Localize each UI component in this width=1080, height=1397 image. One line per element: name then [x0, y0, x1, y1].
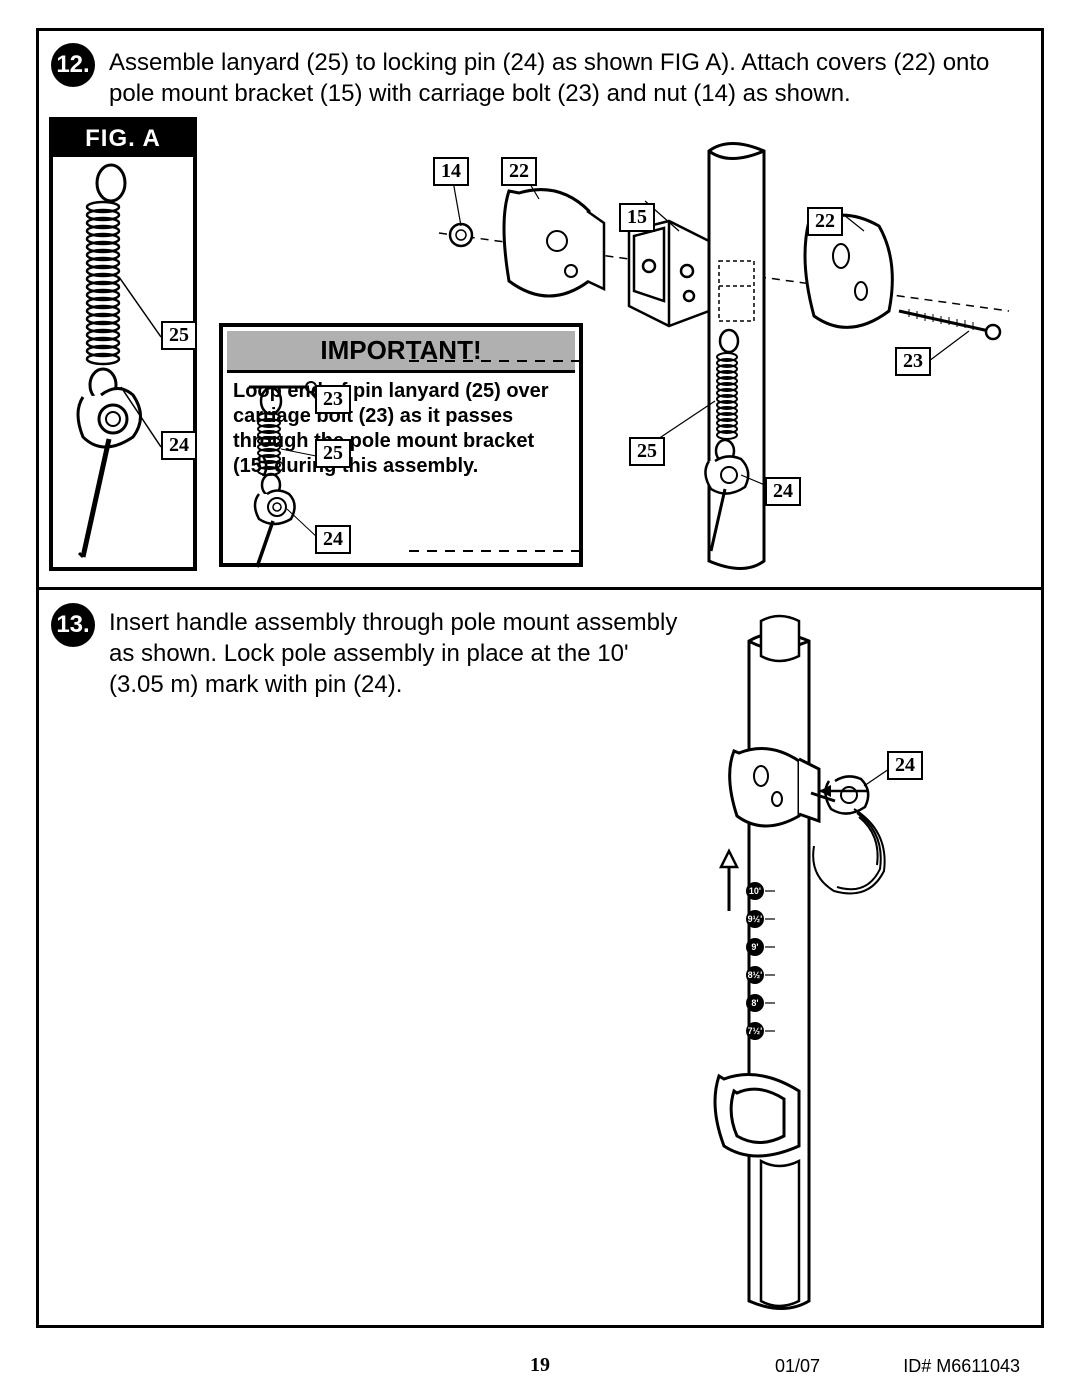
- step-12-text: Assemble lanyard (25) to locking pin (24…: [109, 47, 1029, 109]
- step-12-number: 12.: [56, 51, 89, 79]
- fig-a-illustration: [53, 157, 193, 567]
- step13-illustration: 10' 9½' 9' 8½' 8' 7½': [659, 601, 1039, 1321]
- label-24: 24: [765, 477, 801, 506]
- important-label-25: 25: [315, 439, 351, 468]
- label-22a: 22: [501, 157, 537, 186]
- svg-text:8½': 8½': [748, 970, 763, 980]
- label-23: 23: [895, 347, 931, 376]
- step-12-number-circle: 12.: [51, 43, 95, 87]
- svg-text:8': 8': [751, 998, 758, 1008]
- step-13-text: Insert handle assembly through pole moun…: [109, 607, 689, 701]
- label-22b: 22: [807, 207, 843, 236]
- step-13-number-circle: 13.: [51, 603, 95, 647]
- footer-date: 01/07: [775, 1356, 820, 1377]
- svg-text:7½': 7½': [748, 1026, 763, 1036]
- fig-a-title: FIG. A: [53, 121, 193, 157]
- fig-a-label-24: 24: [161, 431, 197, 460]
- svg-text:9½': 9½': [748, 914, 763, 924]
- fig-a-box: FIG. A: [49, 117, 197, 571]
- step-13-number: 13.: [56, 611, 89, 639]
- important-label-23: 23: [315, 385, 351, 414]
- section-divider: [39, 587, 1041, 590]
- svg-text:9': 9': [751, 942, 758, 952]
- label-14: 14: [433, 157, 469, 186]
- label-25: 25: [629, 437, 665, 466]
- svg-text:10': 10': [749, 886, 761, 896]
- step13-label-24: 24: [887, 751, 923, 780]
- footer-id: ID# M6611043: [903, 1356, 1020, 1377]
- label-15: 15: [619, 203, 655, 232]
- fig-a-label-25: 25: [161, 321, 197, 350]
- main-assembly-illustration: [409, 131, 1039, 581]
- important-label-24: 24: [315, 525, 351, 554]
- page-border: 12. Assemble lanyard (25) to locking pin…: [36, 28, 1044, 1328]
